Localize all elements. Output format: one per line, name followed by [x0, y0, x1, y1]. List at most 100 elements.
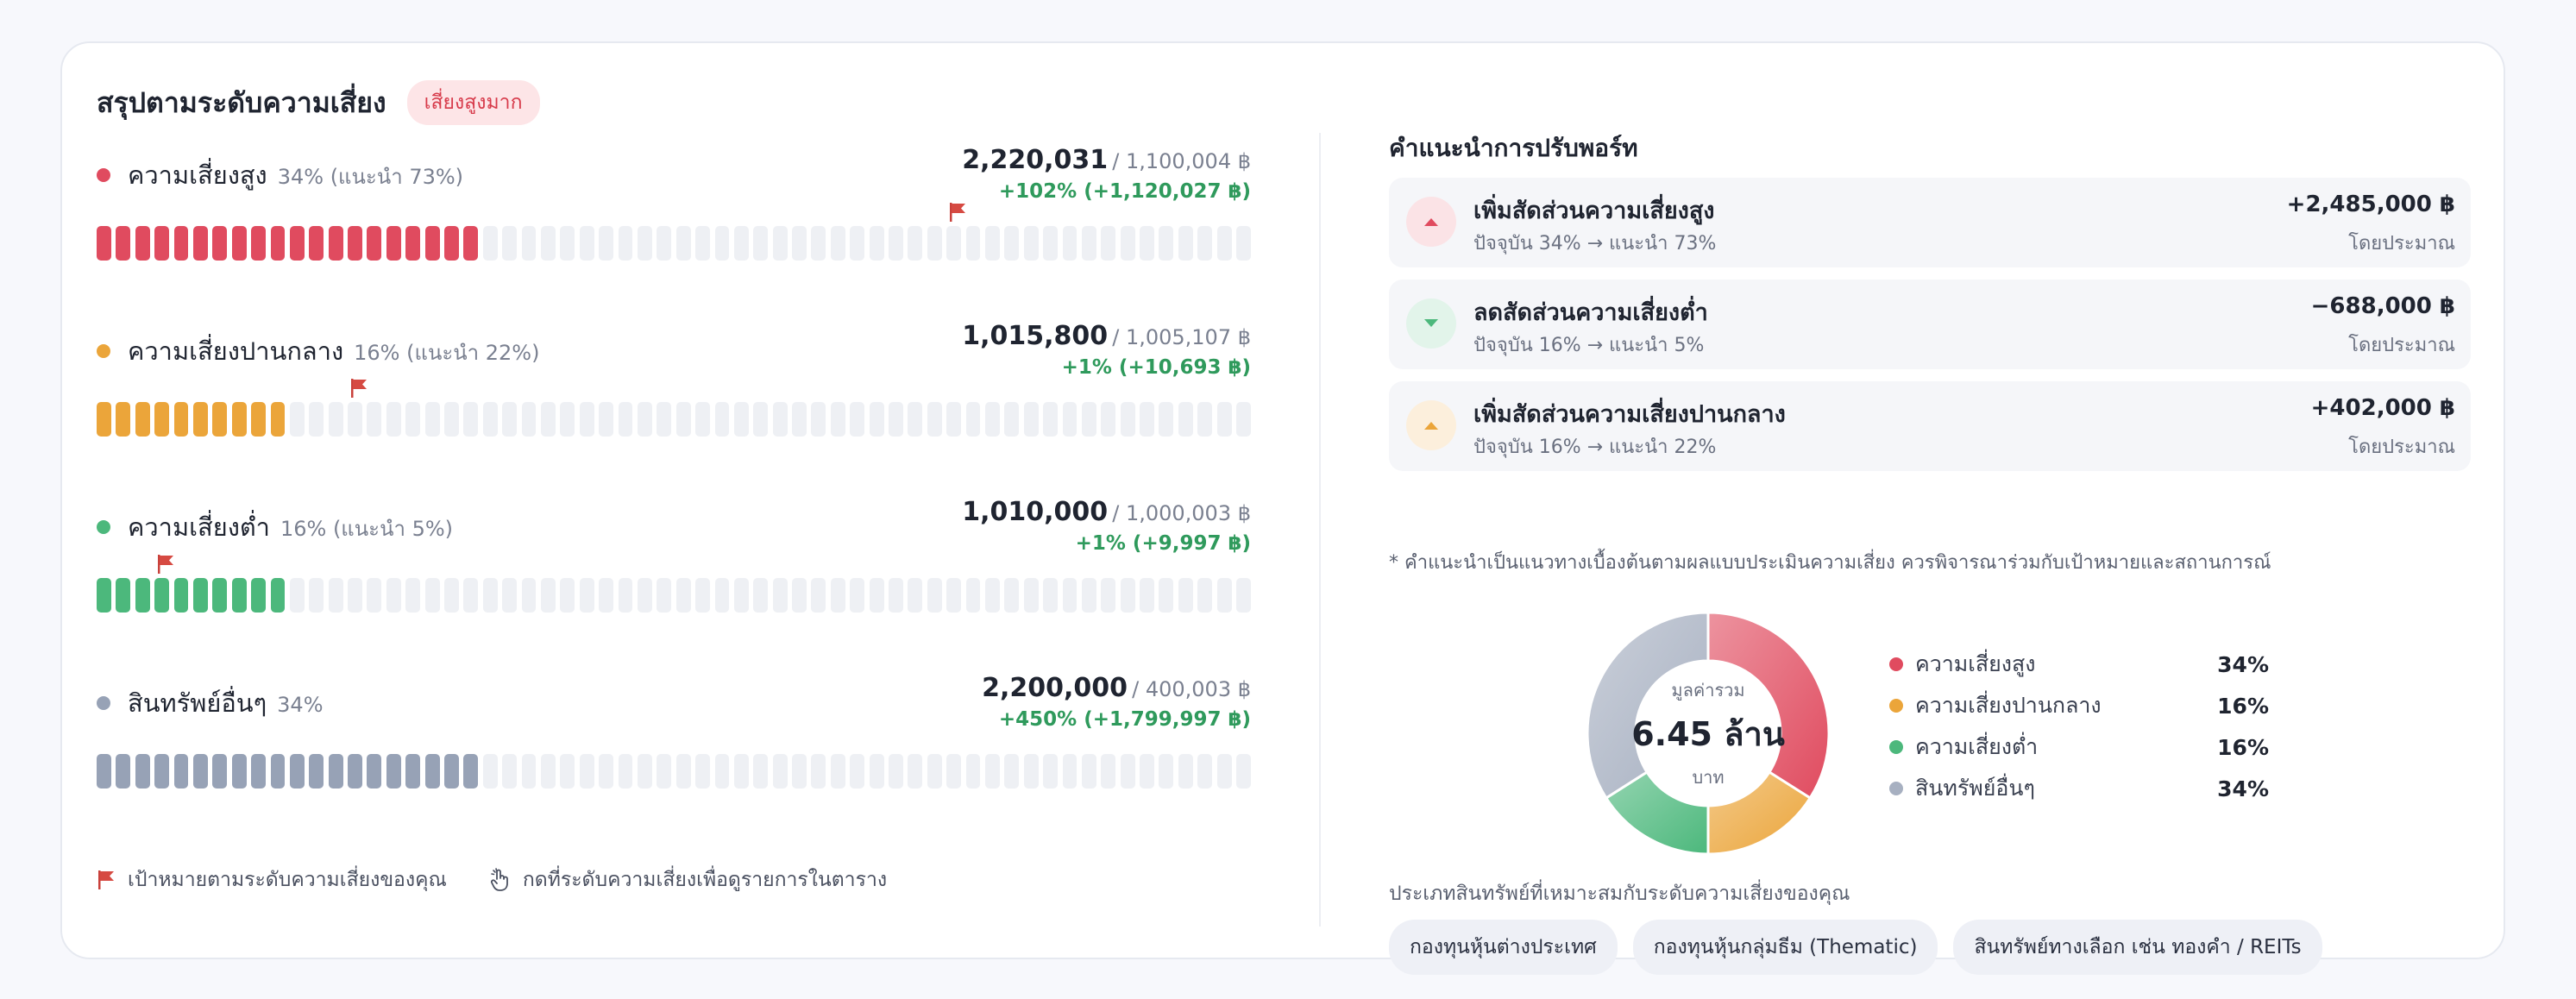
- bar-segment-empty: [444, 578, 459, 613]
- bar-segment-empty: [599, 402, 614, 437]
- bar-segment-empty: [444, 402, 459, 437]
- bar-segment-empty: [869, 402, 884, 437]
- bar-segment-filled: [192, 226, 208, 261]
- risk-level-head: ความเสี่ยงสูง 34% (แนะนำ 73%): [97, 155, 463, 195]
- bar-segment-empty: [405, 578, 421, 613]
- bar-segment-filled: [386, 754, 401, 789]
- bar-segment-empty: [424, 578, 440, 613]
- bar-segment-empty: [618, 754, 633, 789]
- bar-segment-empty: [984, 226, 1000, 261]
- donut-svg: [1586, 611, 1831, 856]
- bar-segment-empty: [1081, 226, 1096, 261]
- risk-level-row[interactable]: ความเสี่ยงต่ำ 16% (แนะนำ 5%) 1,010,000 /…: [97, 497, 1251, 626]
- bar-segment-empty: [1140, 226, 1154, 261]
- recommendation-detail: ปัจจุบัน 16% → แนะนำ 22%: [1473, 437, 1717, 458]
- bar-segment-empty: [482, 402, 498, 437]
- bar-segment-filled: [231, 402, 247, 437]
- risk-target-amount: 1,000,003 ฿: [1125, 501, 1251, 525]
- recommendation-title: คำแนะนำการปรับพอร์ท: [1389, 134, 1638, 162]
- bar-segment-filled: [135, 226, 150, 261]
- bar-segment-empty: [792, 578, 807, 613]
- amount-separator: /: [1112, 325, 1126, 349]
- bar-segment-filled: [424, 226, 440, 261]
- bar-segment-filled: [231, 578, 247, 613]
- donut-legend: ความเสี่ยงสูง 34% ความเสี่ยงปานกลาง 16% …: [1889, 644, 2269, 809]
- risk-profile-badge: เสี่ยงสูงมาก: [406, 80, 540, 125]
- bar-segment-empty: [657, 402, 672, 437]
- bar-segment-empty: [482, 578, 498, 613]
- bar-segment-empty: [1216, 402, 1232, 437]
- legend-value: 34%: [2217, 776, 2269, 801]
- risk-allocation-bar: [97, 754, 1251, 789]
- recommendation-detail: ปัจจุบัน 16% → แนะนำ 5%: [1473, 335, 1705, 356]
- asset-type-chip[interactable]: กองทุนหุ้นกลุ่มธีม (Thematic): [1632, 920, 1938, 975]
- bar-segment-empty: [599, 226, 614, 261]
- bar-segment-empty: [1120, 402, 1135, 437]
- bar-segment-empty: [733, 754, 749, 789]
- bar-segment-empty: [850, 578, 865, 613]
- risk-level-row[interactable]: สินทรัพย์อื่นๆ 34% 2,200,000 / 400,003 ฿…: [97, 673, 1251, 802]
- bar-segment-empty: [908, 402, 923, 437]
- bar-segment-empty: [869, 226, 884, 261]
- panel-divider: [1319, 133, 1321, 927]
- donut-legend-item: ความเสี่ยงสูง 34%: [1889, 644, 2269, 685]
- risk-target-amount: 400,003 ฿: [1145, 677, 1251, 701]
- legend-color-dot: [1889, 782, 1903, 795]
- bar-segment-empty: [1236, 578, 1251, 613]
- recommendation-amount: −688,000 ฿: [2310, 293, 2455, 319]
- bar-segment-empty: [1023, 578, 1039, 613]
- bar-segment-empty: [1159, 402, 1174, 437]
- bar-segment-empty: [637, 754, 652, 789]
- legend-color-dot: [1889, 740, 1903, 754]
- bar-segment-filled: [212, 226, 228, 261]
- asset-type-chip[interactable]: สินทรัพย์ทางเลือก เช่น ทองคำ / REITs: [1953, 920, 2322, 975]
- bar-segment-empty: [560, 402, 575, 437]
- bar-segment-empty: [733, 226, 749, 261]
- bar-segment-empty: [579, 754, 594, 789]
- risk-level-row[interactable]: ความเสี่ยงสูง 34% (แนะนำ 73%) 2,220,031 …: [97, 145, 1251, 274]
- risk-level-row[interactable]: ความเสี่ยงปานกลาง 16% (แนะนำ 22%) 1,015,…: [97, 321, 1251, 450]
- bar-segment-empty: [753, 754, 769, 789]
- bar-segment-empty: [714, 578, 730, 613]
- risk-level-head: สินทรัพย์อื่นๆ 34%: [97, 683, 324, 723]
- bar-segment-empty: [1197, 578, 1213, 613]
- bar-segment-empty: [482, 754, 498, 789]
- bar-segment-empty: [850, 402, 865, 437]
- asset-type-chip[interactable]: กองทุนหุ้นต่างประเทศ: [1389, 920, 1618, 975]
- risk-color-dot: [97, 168, 110, 182]
- bar-segment-empty: [792, 402, 807, 437]
- recommendation-amount-note: โดยประมาณ: [2348, 233, 2455, 254]
- amount-separator: /: [1112, 501, 1126, 525]
- bar-segment-filled: [116, 226, 131, 261]
- bar-segment-empty: [1216, 754, 1232, 789]
- bar-segment-empty: [772, 226, 788, 261]
- bar-segment-empty: [560, 578, 575, 613]
- bar-segment-empty: [502, 226, 518, 261]
- bar-segment-empty: [1159, 578, 1174, 613]
- risk-color-dot: [97, 696, 110, 710]
- bar-segment-empty: [889, 578, 903, 613]
- bar-segment-empty: [1197, 754, 1213, 789]
- bar-segment-empty: [1140, 578, 1154, 613]
- risk-level-values: 2,220,031 / 1,100,004 ฿ +102% (+1,120,02…: [962, 145, 1251, 203]
- summary-title: สรุปตามระดับความเสี่ยง: [97, 85, 386, 119]
- bar-segment-empty: [521, 578, 537, 613]
- donut-slice: [1706, 611, 1831, 801]
- bar-segment-filled: [251, 226, 267, 261]
- bar-segment-empty: [367, 578, 382, 613]
- bar-segment-empty: [714, 402, 730, 437]
- bar-segment-filled: [192, 402, 208, 437]
- bar-segment-empty: [908, 226, 923, 261]
- bar-segment-empty: [946, 578, 962, 613]
- bar-segment-empty: [965, 578, 981, 613]
- bar-segment-filled: [251, 754, 267, 789]
- bar-segment-empty: [695, 754, 710, 789]
- bar-segment-empty: [1043, 226, 1059, 261]
- bar-segment-empty: [328, 402, 343, 437]
- donut-center-label: มูลค่ารวม: [1671, 679, 1745, 701]
- bar-segment-empty: [965, 754, 981, 789]
- bar-segment-empty: [560, 226, 575, 261]
- bar-segment-empty: [463, 402, 479, 437]
- bar-segment-empty: [540, 402, 556, 437]
- bar-segment-empty: [811, 754, 826, 789]
